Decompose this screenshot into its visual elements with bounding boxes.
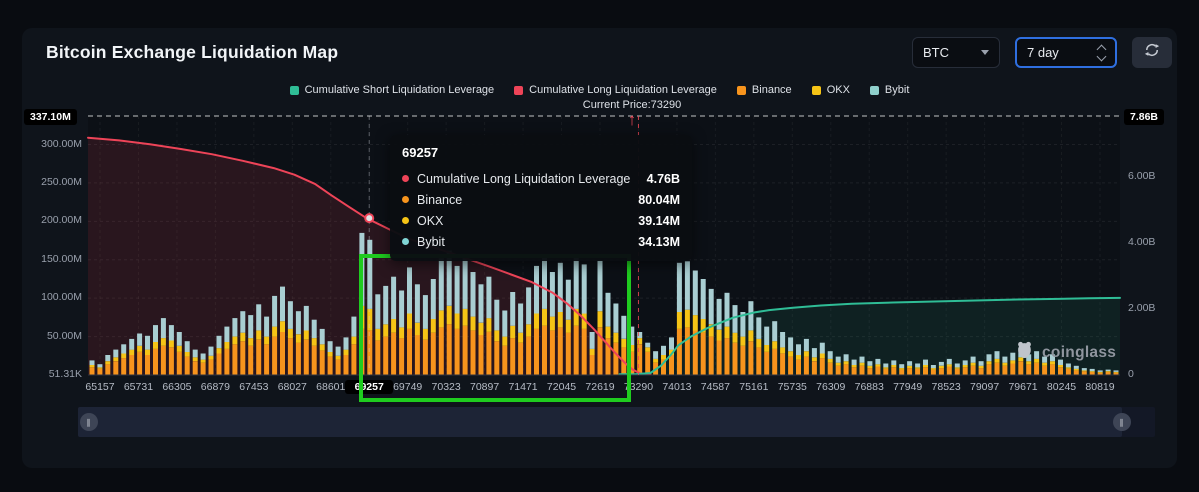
tooltip-row: Cumulative Long Liquidation Leverage 4.76… [402,168,680,189]
coinglass-bear-icon [1014,340,1035,366]
legend-swatch [514,85,524,95]
y-axis-right-tick: 0 [1128,368,1134,380]
datazoom-right-handle[interactable]: ∥ [1113,413,1131,431]
x-axis-label: 65157 [85,381,115,393]
coin-select-value: BTC [923,45,949,60]
y-axis-right-max-badge: 7.86B [1124,109,1165,125]
datazoom-scrollbar[interactable]: ∥ ∥ [78,407,1155,437]
range-select-value: 7 day [1027,45,1059,60]
legend-swatch [811,85,821,95]
x-axis-label: 72619 [585,381,615,393]
tooltip-series-label: Binance [417,192,463,207]
y-axis-right-tick: 2.00B [1128,302,1156,315]
legend-label: Bybit [884,84,910,96]
x-axis-label: 68027 [277,381,307,393]
x-axis-label: 72045 [546,381,577,393]
y-axis-right-tick: 6.00B [1128,170,1156,183]
tooltip-row: OKX 39.14M [402,210,680,231]
x-axis-label: 79097 [970,381,1000,393]
x-axis-label: 80819 [1085,381,1115,393]
range-select[interactable]: 7 day [1015,37,1117,68]
x-axis-label: 66305 [162,381,192,393]
x-axis-label: 75735 [777,381,807,393]
legend-item[interactable]: Binance [736,84,792,96]
x-axis-label: 69749 [393,381,423,393]
x-axis-label: 77949 [893,381,923,393]
legend-item[interactable]: Cumulative Long Liquidation Leverage [514,84,717,96]
series-dot-icon [402,196,409,203]
legend-swatch [289,85,299,95]
tooltip-row: Bybit 34.13M [402,231,680,252]
series-dot-icon [402,217,409,224]
refresh-button[interactable] [1132,37,1172,68]
current-price-arrow-icon: ↑ [627,110,637,129]
legend-swatch [869,85,879,95]
chart-legend: Cumulative Short Liquidation Leverage Cum… [0,84,1199,96]
x-axis-label: 71471 [508,381,538,393]
tooltip-title: 69257 [402,145,439,160]
tooltip-series-value: 34.13M [638,234,680,249]
y-axis-left-tick: 100.00M [41,291,82,304]
tooltip-series-value: 4.76B [646,171,680,186]
x-axis-label: 79671 [1008,381,1038,393]
x-axis-label: 73290 [623,381,654,393]
legend-item[interactable]: OKX [811,84,850,96]
highlight-box [359,254,631,402]
x-axis-label: 65731 [123,381,154,393]
current-price-label: Current Price:73290 [582,99,682,111]
tooltip-series-label: Cumulative Long Liquidation Leverage [417,171,631,186]
page-title: Bitcoin Exchange Liquidation Map [46,42,339,62]
x-axis-label: 80245 [1046,381,1077,393]
y-axis-left-tick: 150.00M [41,252,82,265]
watermark-text: coinglass [1042,344,1117,361]
x-axis-label: 68601 [316,381,346,393]
series-dot-icon [402,238,409,245]
refresh-icon [1143,41,1161,64]
x-axis-label: 66879 [200,381,230,393]
y-axis-left-max-badge: 337.10M [24,109,77,125]
x-axis-label: 75161 [739,381,769,393]
legend-label: Binance [751,84,792,96]
tooltip-series-value: 80.04M [638,192,680,207]
y-axis-right-tick: 4.00B [1128,236,1156,249]
x-axis-label: 74587 [700,381,730,393]
series-dot-icon [402,175,409,182]
y-axis-left-tick: 50.00M [46,329,82,342]
legend-item[interactable]: Bybit [869,84,910,96]
x-axis-label: 74013 [662,381,692,393]
tooltip-series-label: Bybit [417,234,445,249]
tooltip-series-label: OKX [417,213,444,228]
legend-label: OKX [826,84,850,96]
x-axis-label: 78523 [931,381,961,393]
y-axis-left-min: 51.31K [48,368,82,380]
chart-tooltip: 69257 Cumulative Long Liquidation Levera… [390,135,692,261]
x-axis-label: 70323 [431,381,461,393]
chevron-down-icon [981,50,989,55]
y-axis-left-tick: 250.00M [41,175,82,188]
x-axis-label: 76883 [854,381,884,393]
legend-item[interactable]: Cumulative Short Liquidation Leverage [289,84,495,96]
tooltip-row: Binance 80.04M [402,189,680,210]
legend-label: Cumulative Long Liquidation Leverage [529,84,717,96]
x-axis-label: 76309 [816,381,846,393]
datazoom-selected-range[interactable] [78,407,1122,437]
watermark: coinglass [1014,340,1116,366]
y-axis-left-tick: 200.00M [41,214,82,227]
tooltip-series-value: 39.14M [638,213,680,228]
stepper-icon [1096,44,1107,61]
y-axis-left-tick: 300.00M [41,137,82,150]
legend-swatch [736,85,746,95]
legend-label: Cumulative Short Liquidation Leverage [304,84,495,96]
coin-select[interactable]: BTC [912,37,1000,68]
x-axis-label: 70897 [470,381,500,393]
x-axis-label: 67453 [239,381,269,393]
datazoom-left-handle[interactable]: ∥ [80,413,98,431]
